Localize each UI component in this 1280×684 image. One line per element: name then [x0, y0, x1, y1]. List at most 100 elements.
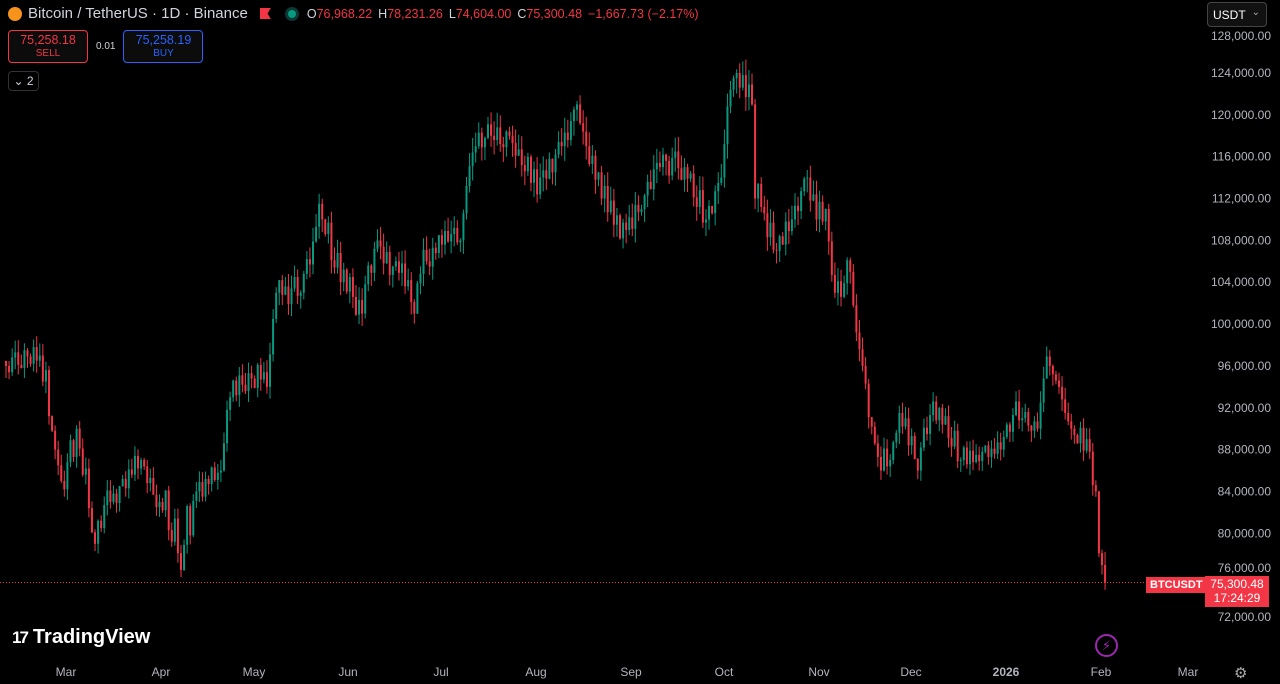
- candle-body: [843, 283, 846, 297]
- candle-body: [523, 165, 526, 172]
- buy-button[interactable]: 75,258.19 BUY: [123, 30, 204, 63]
- candle-body: [302, 273, 305, 293]
- candle-body: [115, 493, 118, 503]
- candle-body: [222, 443, 225, 471]
- lightning-icon[interactable]: ⚡︎: [1095, 634, 1118, 657]
- candle-body: [833, 274, 836, 293]
- candle-body: [944, 416, 947, 425]
- candle-body: [179, 553, 182, 570]
- candle-body: [29, 356, 32, 364]
- currency-select[interactable]: USDT ⌄: [1207, 2, 1267, 27]
- candle-body: [695, 197, 698, 207]
- candle-body: [201, 482, 204, 497]
- candle-body: [235, 380, 238, 396]
- candle-body: [47, 370, 50, 417]
- candle-body: [1033, 421, 1036, 431]
- y-tick-label: 80,000.00: [1218, 526, 1272, 540]
- candle-body: [533, 169, 536, 183]
- candle-body: [941, 407, 944, 425]
- candle-body: [649, 181, 652, 190]
- candle-body: [787, 221, 790, 231]
- x-tick-label: Nov: [808, 665, 829, 679]
- symbol-title[interactable]: Bitcoin / TetherUS · 1D · Binance: [28, 5, 248, 22]
- candle-body: [250, 373, 253, 379]
- candle-body: [72, 440, 75, 457]
- candle-body: [993, 448, 996, 454]
- candle-body: [57, 449, 60, 466]
- y-tick-label: 112,000.00: [1212, 192, 1271, 206]
- candle-body: [732, 78, 735, 90]
- sell-button[interactable]: 75,258.18 SELL: [8, 30, 88, 63]
- candle-body: [818, 201, 821, 220]
- candle-body: [367, 265, 370, 285]
- y-tick-label: 92,000.00: [1218, 401, 1272, 415]
- candle-body: [358, 300, 361, 315]
- candle-body: [1036, 421, 1039, 429]
- candle-body: [790, 219, 793, 231]
- candle-body: [63, 481, 66, 490]
- candle-body: [133, 455, 136, 475]
- candle-body: [20, 364, 23, 369]
- candle-body: [388, 251, 391, 275]
- candle-body: [754, 104, 757, 199]
- candle-body: [763, 206, 766, 214]
- candle-body: [287, 286, 290, 305]
- candle-body: [996, 442, 999, 454]
- candle-body: [216, 472, 219, 480]
- candle-body: [643, 195, 646, 209]
- candle-body: [109, 490, 112, 502]
- candle-body: [272, 318, 275, 355]
- candle-body: [232, 380, 235, 398]
- candle-body: [855, 305, 858, 333]
- candle-body: [658, 162, 661, 168]
- candle-body: [935, 401, 938, 421]
- flag-icon[interactable]: [259, 8, 271, 19]
- candle-body: [167, 490, 170, 531]
- candle-body: [161, 501, 164, 511]
- candle-body: [689, 173, 692, 179]
- candle-body: [747, 84, 750, 98]
- candle-body: [444, 230, 447, 245]
- tradingview-logo[interactable]: 17 TradingView: [12, 626, 151, 648]
- candle-body: [984, 445, 987, 452]
- candle-body: [861, 349, 864, 366]
- candle-body: [698, 190, 701, 207]
- market-status-icon[interactable]: [284, 6, 299, 21]
- candle-body: [84, 468, 87, 475]
- candle-body: [195, 491, 198, 501]
- candle-body: [379, 240, 382, 247]
- candle-body: [1048, 356, 1051, 366]
- candle-body: [364, 284, 367, 314]
- candle-body: [560, 142, 563, 147]
- candle-body: [704, 219, 707, 223]
- candle-body: [502, 144, 505, 148]
- candle-body: [158, 501, 161, 508]
- candle-body: [723, 144, 726, 178]
- candle-body: [281, 280, 284, 295]
- candle-body: [892, 442, 895, 461]
- candle-body: [548, 158, 551, 179]
- candle-body: [815, 194, 818, 220]
- candle-body: [600, 172, 603, 199]
- indicators-toggle-button[interactable]: ⌄ 2: [8, 71, 39, 91]
- candle-body: [913, 436, 916, 460]
- candle-body: [453, 227, 456, 235]
- candle-body: [413, 302, 416, 314]
- candle-body: [1021, 418, 1024, 421]
- candle-body: [769, 222, 772, 238]
- candle-body: [490, 124, 493, 136]
- candle-body: [210, 467, 213, 485]
- candle-body: [198, 482, 201, 492]
- x-tick-label: Apr: [152, 665, 171, 679]
- x-tick-label: Sep: [620, 665, 642, 679]
- candle-body: [213, 467, 216, 480]
- candle-body: [290, 288, 293, 305]
- candle-body: [51, 416, 54, 431]
- candle-body: [333, 260, 336, 268]
- candle-body: [308, 259, 311, 265]
- candle-body: [907, 418, 910, 446]
- settings-icon[interactable]: ⚙: [1234, 665, 1248, 682]
- candle-body: [183, 544, 186, 570]
- ohlc-low: L74,604.00: [448, 6, 512, 21]
